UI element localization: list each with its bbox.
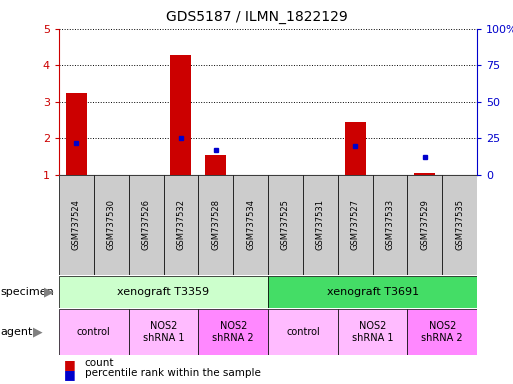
Text: ▶: ▶ bbox=[44, 286, 53, 299]
FancyBboxPatch shape bbox=[338, 309, 407, 355]
Text: GSM737533: GSM737533 bbox=[385, 199, 394, 250]
Text: specimen: specimen bbox=[0, 287, 54, 297]
Bar bbox=[170, 55, 191, 175]
Text: NOS2
shRNA 2: NOS2 shRNA 2 bbox=[422, 321, 463, 343]
Text: GSM737531: GSM737531 bbox=[316, 199, 325, 250]
Text: control: control bbox=[286, 327, 320, 337]
FancyBboxPatch shape bbox=[59, 175, 94, 275]
FancyBboxPatch shape bbox=[59, 309, 129, 355]
Text: GSM737528: GSM737528 bbox=[211, 199, 220, 250]
Text: percentile rank within the sample: percentile rank within the sample bbox=[85, 368, 261, 378]
FancyBboxPatch shape bbox=[268, 175, 303, 275]
Text: control: control bbox=[77, 327, 111, 337]
Text: ▶: ▶ bbox=[33, 326, 43, 339]
Text: agent: agent bbox=[0, 327, 32, 337]
Text: GSM737526: GSM737526 bbox=[142, 199, 151, 250]
Text: GSM737532: GSM737532 bbox=[176, 199, 185, 250]
FancyBboxPatch shape bbox=[338, 175, 372, 275]
Text: NOS2
shRNA 1: NOS2 shRNA 1 bbox=[352, 321, 393, 343]
Bar bbox=[205, 155, 226, 175]
Text: GDS5187 / ILMN_1822129: GDS5187 / ILMN_1822129 bbox=[166, 10, 347, 23]
FancyBboxPatch shape bbox=[129, 175, 164, 275]
Text: xenograft T3691: xenograft T3691 bbox=[326, 287, 419, 297]
FancyBboxPatch shape bbox=[268, 276, 477, 308]
Text: GSM737524: GSM737524 bbox=[72, 199, 81, 250]
Text: xenograft T3359: xenograft T3359 bbox=[117, 287, 210, 297]
Text: GSM737527: GSM737527 bbox=[351, 199, 360, 250]
Text: ■: ■ bbox=[64, 358, 76, 371]
FancyBboxPatch shape bbox=[303, 175, 338, 275]
Text: GSM737535: GSM737535 bbox=[455, 199, 464, 250]
FancyBboxPatch shape bbox=[268, 309, 338, 355]
FancyBboxPatch shape bbox=[233, 175, 268, 275]
Text: GSM737534: GSM737534 bbox=[246, 199, 255, 250]
FancyBboxPatch shape bbox=[199, 175, 233, 275]
Text: GSM737525: GSM737525 bbox=[281, 199, 290, 250]
Text: NOS2
shRNA 1: NOS2 shRNA 1 bbox=[143, 321, 184, 343]
Bar bbox=[345, 122, 366, 175]
Text: count: count bbox=[85, 358, 114, 368]
FancyBboxPatch shape bbox=[94, 175, 129, 275]
FancyBboxPatch shape bbox=[129, 309, 199, 355]
Text: NOS2
shRNA 2: NOS2 shRNA 2 bbox=[212, 321, 254, 343]
Bar bbox=[415, 173, 435, 175]
Text: ■: ■ bbox=[64, 368, 76, 381]
Text: GSM737530: GSM737530 bbox=[107, 199, 116, 250]
FancyBboxPatch shape bbox=[59, 276, 268, 308]
FancyBboxPatch shape bbox=[199, 309, 268, 355]
Text: GSM737529: GSM737529 bbox=[420, 199, 429, 250]
FancyBboxPatch shape bbox=[164, 175, 199, 275]
FancyBboxPatch shape bbox=[372, 175, 407, 275]
Bar bbox=[66, 93, 87, 175]
FancyBboxPatch shape bbox=[407, 175, 442, 275]
FancyBboxPatch shape bbox=[407, 309, 477, 355]
FancyBboxPatch shape bbox=[442, 175, 477, 275]
